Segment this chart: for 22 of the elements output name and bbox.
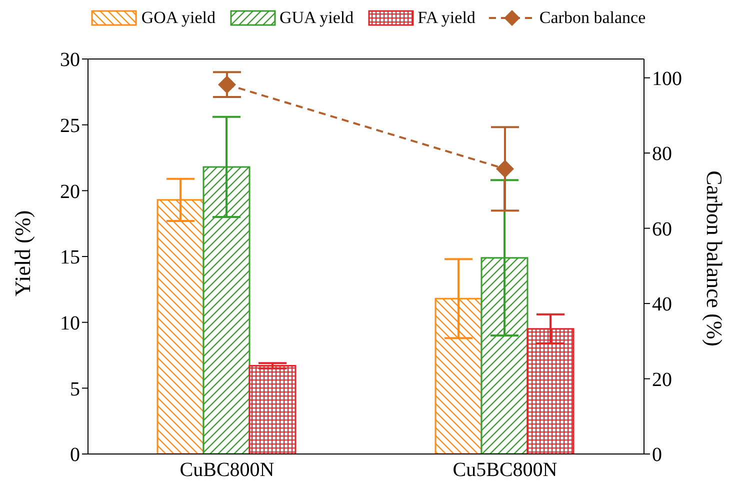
x-tick-label: Cu5BC800N (452, 459, 558, 482)
y2-tick-label: 60 (652, 218, 672, 240)
y-tick-label: 10 (60, 312, 80, 334)
bar (248, 365, 296, 454)
y-tick-label: 15 (60, 246, 80, 269)
y2-tick-label: 80 (652, 143, 672, 166)
y-tick-label: 25 (60, 114, 80, 137)
legend-label: GUA yield (280, 8, 354, 28)
legend-label: FA yield (418, 8, 476, 28)
y-tick-label: 30 (60, 49, 80, 72)
y2-tick-label: 40 (652, 294, 672, 316)
legend-label: GOA yield (141, 8, 216, 28)
legend-label: Carbon balance (539, 8, 646, 28)
y-axis-title: Yield (%) (10, 210, 35, 296)
y2-tick-label: 0 (652, 444, 662, 466)
x-tick-label: CuBC800N (180, 459, 274, 482)
y2-tick-label: 20 (652, 368, 672, 391)
y-tick-label: 0 (70, 444, 80, 466)
y2-axis-title: Carbon balance (%) (702, 170, 728, 346)
y-tick-label: 5 (70, 378, 80, 400)
y-tick-label: 20 (60, 180, 80, 203)
y2-tick-label: 100 (652, 68, 682, 90)
